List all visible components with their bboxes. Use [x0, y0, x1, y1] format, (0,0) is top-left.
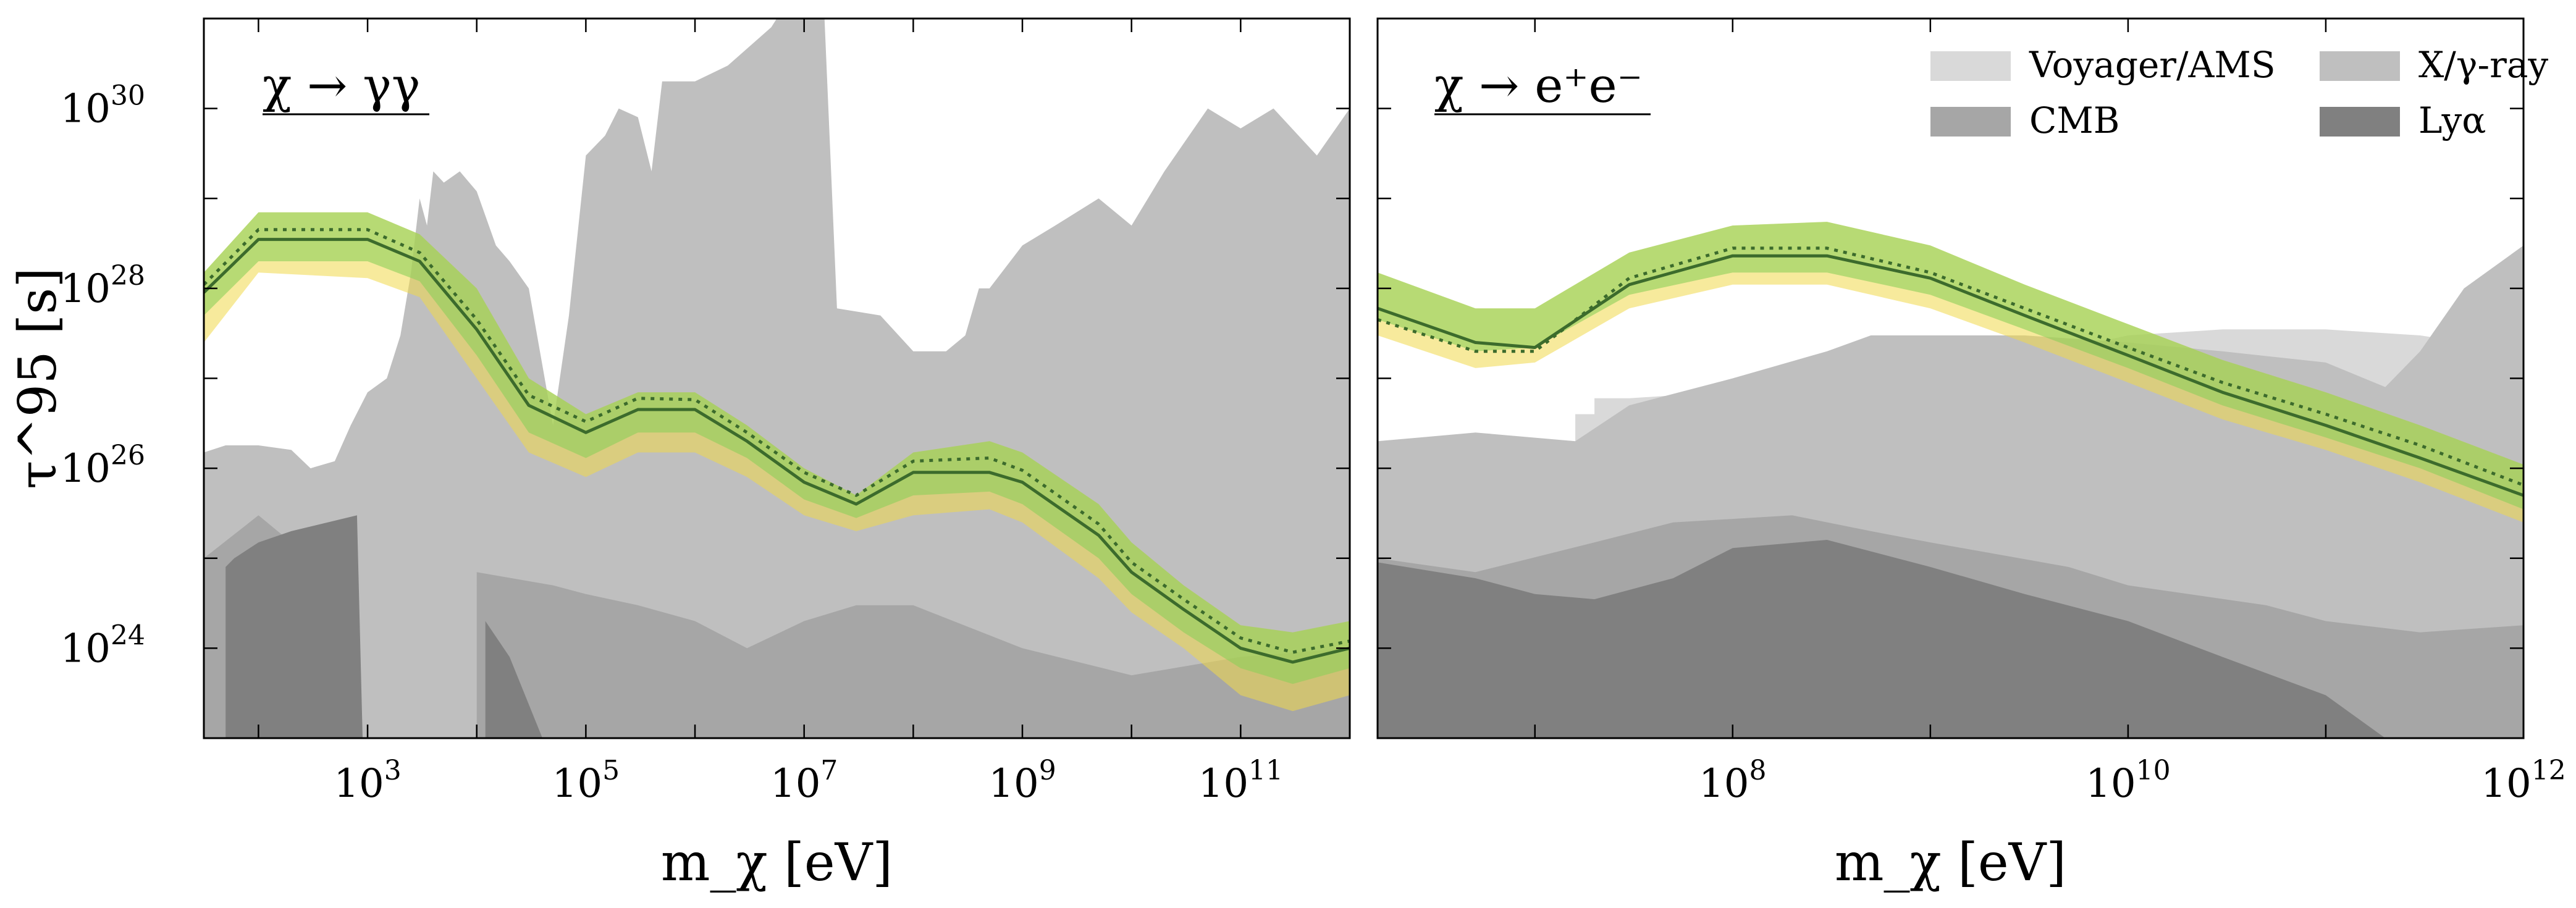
y-axis-label: τ^95 [s] — [7, 267, 68, 489]
series-dotted-line — [1378, 246, 2523, 487]
y-tick-label: 1026 — [61, 440, 145, 492]
x-tick-label: 1011 — [1198, 755, 1283, 807]
panel-title: χ → γγ — [263, 58, 420, 114]
legend-swatch — [2320, 51, 2400, 81]
plot-area — [204, 19, 1350, 738]
x-tick-label: 109 — [988, 755, 1056, 807]
panel-title: χ → e⁺e⁻ — [1434, 58, 1643, 114]
panel-electron-decay: 108 1010 1012 m_χ [eV] χ → e⁺e⁻ Voyager/AMS X/… — [1376, 17, 2566, 893]
legend: Voyager/AMS X/γ-ray CMB Lyα — [1930, 44, 2548, 141]
y-tick-label: 1024 — [61, 620, 145, 671]
band-one-sigma — [204, 212, 1350, 684]
x-tick-label: 103 — [334, 755, 401, 807]
legend-label: CMB — [2029, 99, 2119, 141]
band-two-sigma — [1378, 222, 2523, 523]
plot-area — [1378, 222, 2523, 738]
legend-label: X/γ-ray — [2418, 44, 2548, 86]
legend-label: Voyager/AMS — [2029, 44, 2276, 86]
series-solid-line — [1378, 254, 2523, 497]
region-ly — [225, 515, 363, 738]
tick-marks — [1378, 17, 2525, 739]
tick-marks — [204, 17, 1351, 739]
x-tick-label: 1010 — [2086, 755, 2170, 807]
legend-swatch — [1930, 107, 2011, 137]
series-solid-line — [204, 238, 1350, 664]
legend-label: Lyα — [2418, 99, 2486, 141]
x-axis-label: m_χ [eV] — [1835, 832, 2066, 893]
region-ly — [1378, 540, 2386, 738]
x-tick-label: 1012 — [2481, 755, 2565, 807]
x-axis-label: m_χ [eV] — [661, 832, 893, 893]
legend-swatch — [1930, 51, 2011, 81]
x-tick-label: 105 — [552, 755, 620, 807]
y-tick-label: 1028 — [61, 260, 145, 312]
region-ly — [485, 621, 543, 738]
panel-photon-decay: 103 105 107 109 1011 1024 1026 1028 1030 m_χ [eV]… — [7, 17, 1351, 893]
x-tick-label: 108 — [1699, 755, 1766, 807]
region-x-ray — [204, 19, 1350, 738]
band-one-sigma — [1378, 222, 2523, 510]
legend-swatch — [2320, 107, 2400, 137]
x-tick-label: 107 — [770, 755, 838, 807]
y-tick-label: 1030 — [61, 80, 145, 132]
